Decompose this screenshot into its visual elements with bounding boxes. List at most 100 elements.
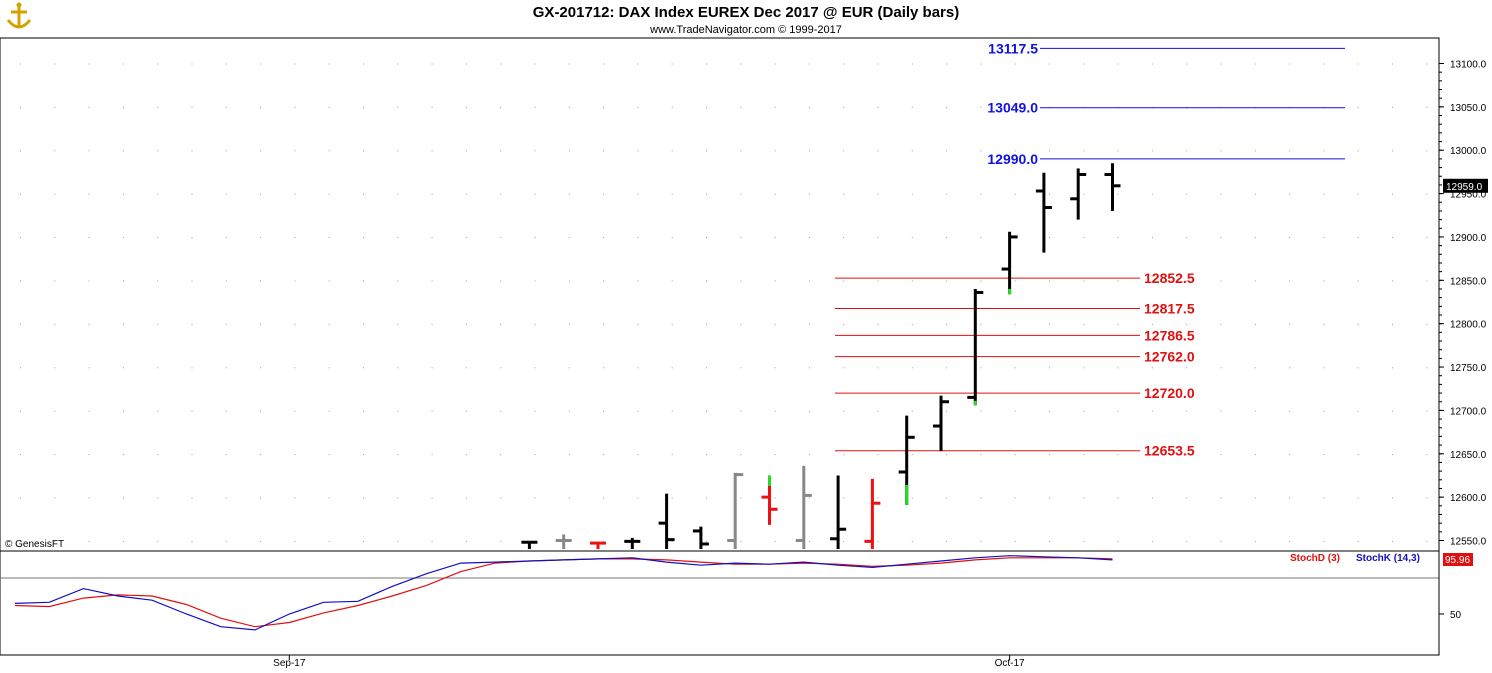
grid-dot: [1117, 540, 1119, 542]
grid-dot: [740, 106, 742, 108]
grid-dot: [603, 63, 605, 65]
grid-dot: [774, 323, 776, 325]
grid-dot: [225, 454, 227, 456]
ohlc-bar: [864, 478, 881, 549]
grid-dot: [431, 106, 433, 108]
grid-dot: [1220, 63, 1222, 65]
grid-dot: [671, 323, 673, 325]
grid-dot: [157, 410, 159, 412]
grid-dot: [911, 150, 913, 152]
support-label: 12786.5: [1144, 327, 1195, 343]
grid-dot: [431, 540, 433, 542]
grid-dot: [1151, 497, 1153, 499]
grid-dot: [20, 63, 21, 65]
grid-dot: [1220, 150, 1222, 152]
grid-dot: [1083, 63, 1085, 65]
grid-dot: [1049, 410, 1050, 412]
grid-dot: [328, 497, 330, 499]
grid-dot: [1426, 106, 1428, 108]
grid-dot: [191, 193, 193, 195]
grid-dot: [225, 367, 227, 369]
grid-dot: [568, 280, 570, 282]
grid-dot: [1117, 280, 1119, 282]
grid-dot: [157, 497, 159, 499]
grid-dot: [431, 237, 433, 239]
grid-dot: [1289, 454, 1291, 456]
grid-dot: [88, 150, 90, 152]
grid-dot: [431, 280, 433, 282]
stochastic-panel: [0, 550, 1440, 656]
grid-dot: [1357, 280, 1359, 282]
grid-dot: [774, 237, 776, 239]
grid-dot: [500, 454, 502, 456]
grid-dot: [774, 410, 776, 412]
grid-dot: [946, 150, 948, 152]
grid-dot: [122, 237, 124, 239]
stoch-k-legend: StochK (14,3): [1356, 553, 1420, 564]
grid-dot: [946, 237, 948, 239]
grid-dot: [1049, 454, 1050, 456]
grid-dot: [465, 410, 467, 412]
grid-dot: [1392, 280, 1393, 282]
grid-dot: [843, 280, 845, 282]
grid-dot: [1083, 540, 1085, 542]
grid-dot: [1289, 63, 1291, 65]
grid-dot: [225, 280, 227, 282]
grid-dot: [1392, 150, 1393, 152]
grid-dot: [1426, 497, 1428, 499]
grid-dot: [1426, 193, 1428, 195]
grid-dot: [157, 367, 159, 369]
grid-dot: [980, 323, 982, 325]
grid-dot: [808, 63, 810, 65]
ohlc-bar: [1104, 163, 1121, 211]
grid-dot: [363, 497, 364, 499]
grid-dot: [1186, 280, 1188, 282]
grid-dot: [1254, 540, 1256, 542]
grid-dot: [1392, 193, 1393, 195]
grid-dot: [191, 367, 193, 369]
grid-dot: [20, 367, 21, 369]
grid-dot: [157, 63, 159, 65]
support-label: 12653.5: [1144, 443, 1195, 459]
grid-dot: [1049, 193, 1050, 195]
grid-dot: [122, 63, 124, 65]
grid-dot: [1014, 497, 1016, 499]
price-axis: 12550.0 12600.0 12650.0 12700.0 12750.0 12800…: [1439, 60, 1488, 548]
grid-dot: [20, 410, 21, 412]
grid-dot: [225, 410, 227, 412]
grid-dot: [1014, 280, 1016, 282]
grid-dot: [911, 497, 913, 499]
ohlc-bar: [967, 288, 984, 406]
grid-dot: [568, 454, 570, 456]
grid-dot: [1357, 150, 1359, 152]
grid-dot: [1220, 454, 1222, 456]
grid-dot: [1049, 237, 1050, 239]
grid-dot: [1151, 150, 1153, 152]
grid-dot: [1151, 323, 1153, 325]
grid-dot: [88, 367, 90, 369]
grid-dot: [260, 497, 262, 499]
grid-dot: [637, 280, 639, 282]
grid-dot: [122, 497, 124, 499]
grid-dot: [1186, 237, 1188, 239]
grid-dot: [980, 193, 982, 195]
grid-dot: [1151, 237, 1153, 239]
grid-dot: [225, 323, 227, 325]
grid-dot: [1186, 367, 1188, 369]
grid-dot: [1254, 237, 1256, 239]
grid-dot: [225, 150, 227, 152]
grid-dot: [1323, 540, 1325, 542]
grid-dot: [363, 367, 364, 369]
grid-dot: [465, 150, 467, 152]
grid-dot: [740, 63, 742, 65]
price-levels: 13117.5 13049.0 12990.0 12852.5 12817.5 12786…: [835, 40, 1345, 459]
grid-dot: [980, 63, 982, 65]
grid-dot: [671, 454, 673, 456]
grid-dot: [500, 280, 502, 282]
grid-dot: [843, 540, 845, 542]
grid-dot: [534, 106, 536, 108]
grid-dot: [1254, 454, 1256, 456]
price-tick-label: 12750.0: [1450, 363, 1487, 374]
grid-dot: [328, 63, 330, 65]
grid-dot: [191, 150, 193, 152]
